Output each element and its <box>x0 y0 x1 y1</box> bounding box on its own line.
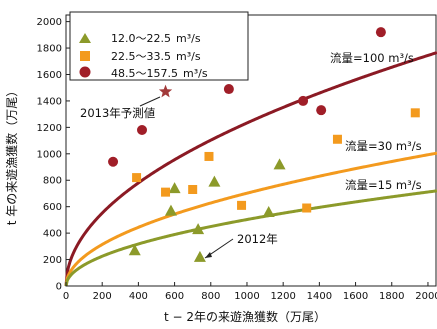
circle-point <box>298 95 309 106</box>
legend-label-low: 12.0～22.5 m³/s <box>111 32 201 45</box>
y-tick-label: 2000 <box>37 17 62 28</box>
legend: 12.0～22.5 m³/s 22.5～33.5 m³/s 48.5～157.5 m³… <box>69 11 249 81</box>
y-tick-label: 1400 <box>37 96 62 107</box>
curve-label-30: 流量=30 m³/s <box>345 139 422 153</box>
triangle-point <box>193 250 206 262</box>
plot-area <box>65 14 437 287</box>
square-point <box>204 151 214 161</box>
x-tick-label: 400 <box>129 291 148 302</box>
square-point <box>132 173 142 183</box>
y-tick-label: 1800 <box>37 44 62 55</box>
y-axis-title: t 年の来遊漁獲数（万尾） <box>4 85 19 226</box>
x-axis: 0 200 400 600 800 1000 1200 1400 1600 1800 2000 <box>63 282 437 302</box>
curve-100 <box>64 51 437 287</box>
x-axis-title: t − 2年の来遊漁獲数（万尾） <box>164 309 326 324</box>
x-tick-label: 0 <box>63 291 69 302</box>
y-axis: 0 200 400 600 800 1000 1200 1400 1600 1800 2000 <box>37 17 70 293</box>
x-tick-label: 1600 <box>343 291 368 302</box>
forecast-label: 2013年予測値 <box>80 106 156 120</box>
legend-label-high: 48.5～157.5 m³/s <box>111 67 208 80</box>
legend-square-marker <box>80 51 90 61</box>
triangle-point <box>273 158 286 170</box>
y2012-label: 2012年 <box>237 232 278 246</box>
forecast-leader-line <box>139 96 161 107</box>
legend-label-mid: 22.5～33.5 m³/s <box>111 50 201 63</box>
y-tick-label: 0 <box>56 282 62 293</box>
circle-point <box>375 27 386 38</box>
legend-box <box>69 11 249 81</box>
curve-30 <box>64 151 437 287</box>
square-point <box>332 134 342 144</box>
x-tick-label: 800 <box>201 291 220 302</box>
square-point <box>410 108 420 118</box>
triangle-point <box>168 182 181 194</box>
forecast-star-marker <box>158 84 173 98</box>
x-tick-label: 1000 <box>234 291 259 302</box>
circle-point <box>137 125 148 136</box>
triangle-point <box>164 204 177 216</box>
x-tick-label: 1200 <box>270 291 295 302</box>
square-point <box>302 203 312 213</box>
y-tick-label: 1600 <box>37 70 62 81</box>
y-tick-label: 600 <box>43 202 62 213</box>
x-tick-label: 200 <box>93 291 112 302</box>
circle-point <box>316 105 327 116</box>
y-tick-label: 1200 <box>37 123 62 134</box>
y-tick-label: 800 <box>43 176 62 187</box>
model-curves <box>64 51 437 287</box>
circle-point <box>223 84 234 95</box>
x-tick-label: 1400 <box>307 291 332 302</box>
triangle-point <box>192 223 205 235</box>
square-point <box>237 200 247 210</box>
triangle-point <box>128 244 141 256</box>
square-point <box>161 187 171 197</box>
y-tick-label: 400 <box>43 229 62 240</box>
curve-label-15: 流量=15 m³/s <box>345 178 422 192</box>
legend-circle-marker <box>79 66 91 78</box>
circle-point <box>108 156 119 167</box>
triangle-point <box>208 175 221 187</box>
x-tick-label: 1800 <box>379 291 404 302</box>
curve-15 <box>64 189 437 287</box>
y-tick-label: 1000 <box>37 149 62 160</box>
x-tick-label: 2000 <box>415 291 437 302</box>
square-point <box>188 184 198 194</box>
triangle-point <box>262 205 275 217</box>
legend-triangle-marker <box>79 33 91 43</box>
y2012-arrowhead <box>205 252 212 258</box>
curve-label-100: 流量=100 m³/s <box>330 51 414 65</box>
data-points <box>108 27 420 262</box>
x-tick-label: 600 <box>165 291 184 302</box>
y-tick-label: 200 <box>43 255 62 266</box>
